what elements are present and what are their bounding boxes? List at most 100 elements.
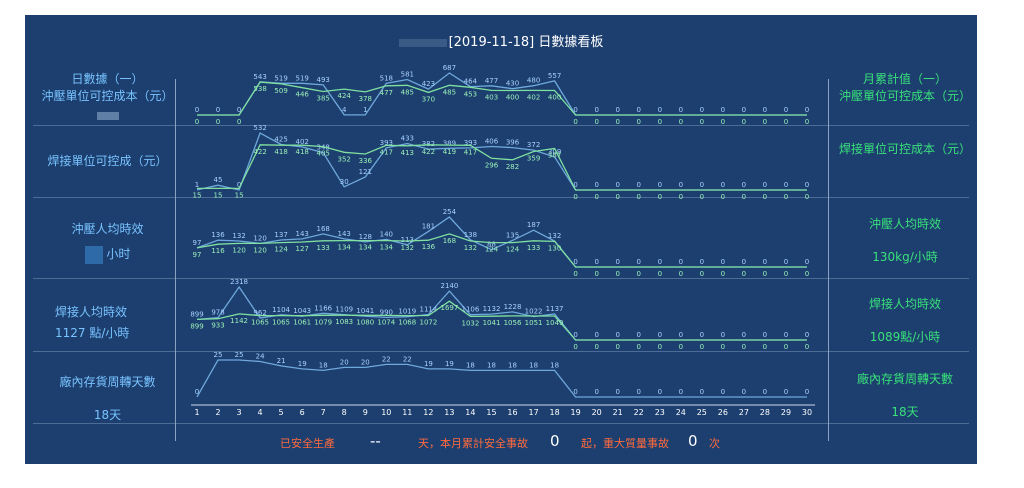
x-tick-label: 11 [402, 408, 412, 417]
data-label: 22 [382, 355, 391, 363]
data-label: 133 [317, 244, 330, 252]
data-label: 403 [485, 93, 498, 101]
data-label: 0 [636, 258, 640, 266]
data-label: 1051 [525, 319, 543, 327]
data-label: 0 [700, 343, 704, 351]
data-label: 97 [193, 239, 202, 247]
data-label: 0 [615, 343, 619, 351]
data-label: 0 [658, 181, 662, 189]
right-label-r3: 沖壓人均時效 130kg/小時 [833, 215, 977, 265]
data-label: 0 [658, 343, 662, 351]
data-label: 519 [274, 74, 287, 82]
data-label: 0 [721, 343, 725, 351]
data-label: 0 [742, 106, 746, 114]
footer-days-value: -- [370, 432, 381, 450]
x-tick-label: 17 [529, 408, 539, 417]
data-label: 370 [422, 95, 435, 103]
data-label: 1083 [335, 318, 353, 326]
data-label: 0 [615, 106, 619, 114]
right-label-r5: 廠內存貨周轉天數 18天 [833, 370, 977, 420]
data-label: 0 [700, 331, 704, 339]
data-label: 0 [742, 118, 746, 126]
footer-text-unit: 次 [709, 437, 720, 450]
x-tick-label: 20 [592, 408, 602, 417]
data-label: 1068 [398, 319, 416, 327]
data-label: 135 [506, 231, 519, 239]
data-label: 0 [573, 270, 577, 278]
data-label: 130 [548, 244, 561, 252]
title-text: 日數據看板 [538, 35, 604, 50]
data-label: 138 [464, 231, 477, 239]
x-tick-label: 9 [363, 408, 368, 417]
data-label: 0 [805, 106, 809, 114]
data-label: 352 [338, 155, 351, 163]
data-label: 0 [784, 270, 788, 278]
data-label: 0 [784, 181, 788, 189]
data-label: 18 [319, 361, 328, 369]
left-label-r5-value: 18天 [93, 408, 122, 422]
data-label: 1079 [314, 318, 332, 326]
data-label: 0 [573, 258, 577, 266]
data-label: 422 [422, 148, 435, 156]
dashboard-board: [2019-11-18] 日數據看板 日數據（一） 沖壓單位可控成本（元） 焊接… [25, 15, 977, 464]
data-label: 116 [211, 247, 225, 255]
left-label-r1-value [35, 108, 180, 122]
data-label: 480 [527, 77, 540, 85]
data-label: 0 [636, 193, 640, 201]
data-label: 0 [805, 258, 809, 266]
data-label: 21 [277, 357, 286, 365]
right-label-r4-value: 1089點/小時 [869, 330, 941, 344]
data-label: 136 [422, 243, 436, 251]
footer-text-safe: 已安全生產 [280, 437, 335, 450]
data-label: 0 [742, 388, 746, 396]
data-label: 0 [658, 106, 662, 114]
data-label: 296 [485, 161, 499, 169]
x-tick-label: 8 [342, 408, 347, 417]
data-label: 387 [548, 152, 561, 160]
data-label: 400 [506, 94, 519, 102]
data-label: 430 [506, 80, 519, 88]
data-label: 417 [380, 148, 393, 156]
data-label: 0 [700, 270, 704, 278]
data-label: 359 [527, 155, 540, 163]
data-label: 0 [763, 106, 767, 114]
data-label: 990 [380, 308, 393, 316]
data-label: 0 [784, 118, 788, 126]
data-label: 493 [317, 76, 330, 84]
data-label: 393 [380, 139, 393, 147]
data-label: 509 [274, 87, 287, 95]
data-label: 393 [464, 139, 477, 147]
data-label: 581 [401, 71, 414, 79]
data-label: 25 [214, 351, 223, 359]
row-divider [33, 278, 969, 279]
data-label: 18 [487, 361, 496, 369]
data-label: 0 [700, 106, 704, 114]
data-label: 382 [422, 140, 435, 148]
x-tick-label: 3 [237, 408, 242, 417]
data-label: 134 [338, 244, 352, 252]
data-label: 0 [237, 181, 241, 189]
x-tick-label: 27 [739, 408, 749, 417]
data-label: 0 [763, 181, 767, 189]
x-tick-label: 30 [802, 408, 812, 417]
right-label-r1-title: 月累計值（一） [862, 72, 947, 86]
data-label: 0 [594, 343, 598, 351]
x-tick-label: 16 [507, 408, 517, 417]
data-label: 88 [487, 241, 496, 249]
x-tick-label: 1 [194, 408, 199, 417]
row-divider [33, 351, 969, 352]
data-label: 18 [508, 361, 517, 369]
row-divider [33, 423, 969, 424]
data-label: 423 [422, 80, 435, 88]
data-label: 0 [700, 181, 704, 189]
data-label: 0 [721, 106, 725, 114]
x-tick-label: 24 [676, 408, 686, 417]
data-label: 0 [195, 388, 199, 396]
data-label: 0 [594, 193, 598, 201]
data-label: 446 [296, 91, 310, 99]
data-label: 0 [679, 181, 683, 189]
data-label: 0 [679, 193, 683, 201]
data-label: 485 [401, 88, 414, 96]
data-label: 137 [274, 231, 287, 239]
data-label: 372 [527, 141, 540, 149]
